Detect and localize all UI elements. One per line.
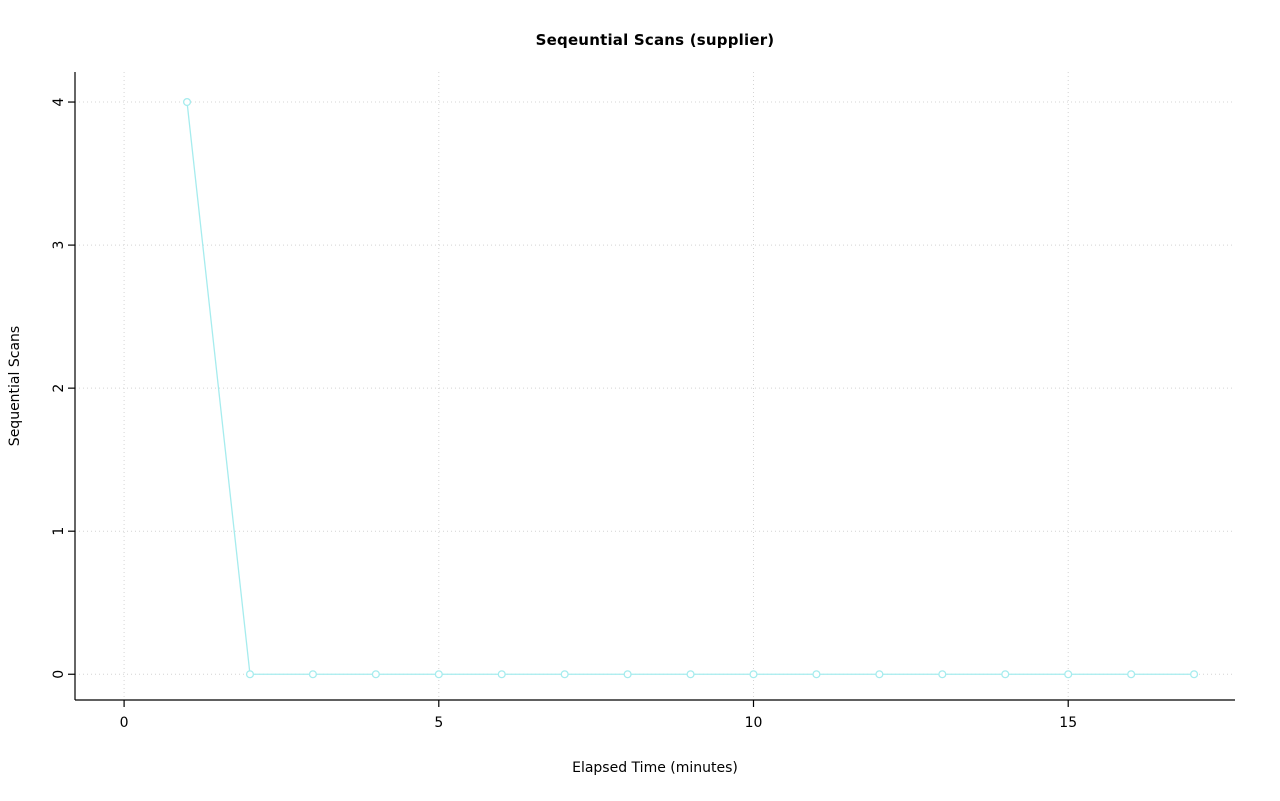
- data-point: [371, 670, 380, 679]
- data-point: [434, 670, 443, 679]
- data-point: [686, 670, 695, 679]
- chart-title: Seqeuntial Scans (supplier): [535, 31, 775, 49]
- data-point: [812, 670, 821, 679]
- data-point: [938, 670, 947, 679]
- data-point: [749, 670, 758, 679]
- data-point: [245, 670, 255, 679]
- y-tick-label: 2: [51, 384, 67, 393]
- data-point: [875, 670, 884, 679]
- data-point: [182, 97, 192, 107]
- data-point: [560, 670, 569, 679]
- x-tick-label: 0: [120, 715, 129, 731]
- data-point: [308, 670, 317, 679]
- data-point: [1064, 670, 1073, 679]
- y-axis-label: Sequential Scans: [7, 325, 23, 447]
- data-point: [1190, 670, 1199, 679]
- data-point: [623, 670, 632, 679]
- y-tick-label: 0: [51, 670, 67, 679]
- data-point: [1127, 670, 1136, 679]
- x-tick-label: 15: [1059, 715, 1077, 731]
- x-axis-label: Elapsed Time (minutes): [572, 760, 738, 776]
- x-tick-label: 5: [434, 715, 443, 731]
- data-point: [497, 670, 506, 679]
- y-tick-label: 4: [51, 98, 67, 107]
- data-point: [1001, 670, 1010, 679]
- x-tick-label: 10: [745, 715, 763, 731]
- y-tick-label: 3: [51, 241, 67, 250]
- y-tick-label: 1: [51, 527, 67, 536]
